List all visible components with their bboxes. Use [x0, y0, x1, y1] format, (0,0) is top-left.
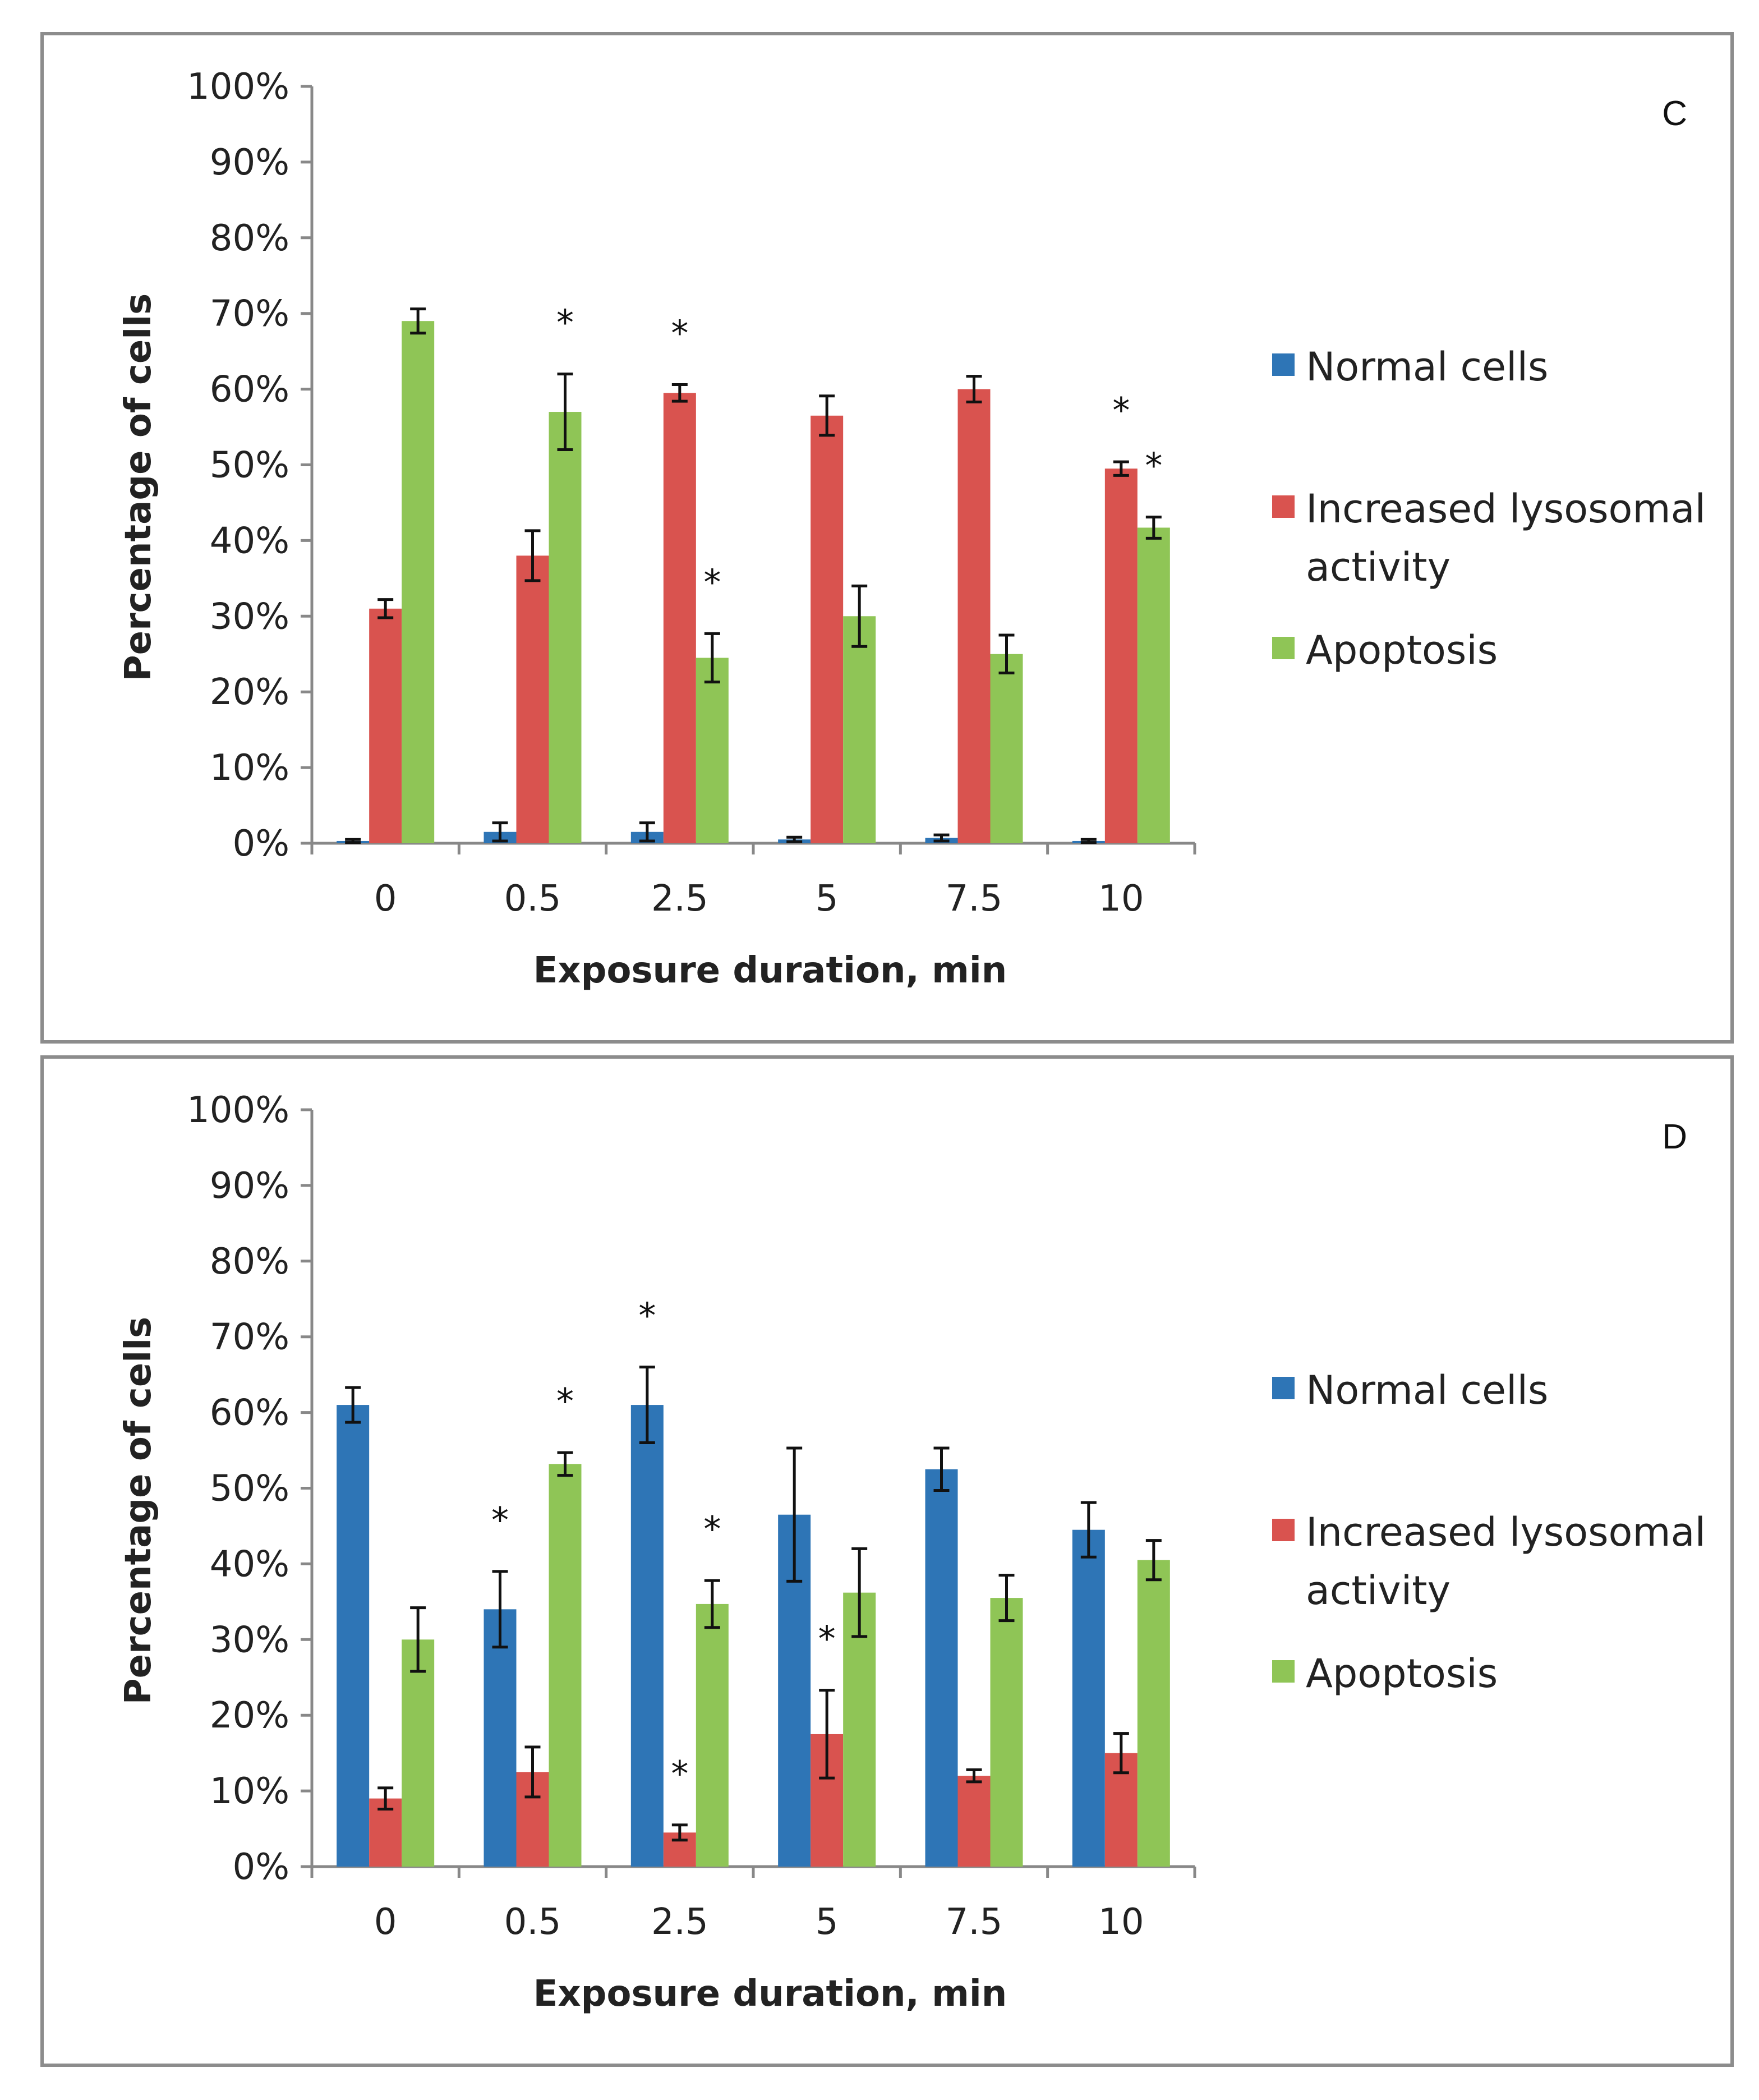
x-tick-label: 7.5 — [946, 878, 1003, 920]
bar-apoptosis — [549, 412, 582, 843]
x-tick-label: 7.5 — [946, 1901, 1003, 1943]
legend-label: Increased lysosomal — [1306, 486, 1706, 532]
legend-label: Apoptosis — [1306, 1651, 1498, 1697]
bar-normal-cells — [484, 1609, 517, 1867]
y-tick-label: 30% — [210, 1619, 289, 1661]
y-tick-label: 0% — [232, 1846, 289, 1888]
legend-label: Normal cells — [1306, 1367, 1548, 1413]
bar-apoptosis — [696, 658, 729, 843]
significance-star: * — [703, 1509, 721, 1550]
bar-apoptosis — [402, 321, 435, 843]
legend-swatch — [1272, 1377, 1295, 1399]
legend-swatch — [1272, 353, 1295, 376]
x-tick-label: 10 — [1098, 1901, 1144, 1943]
significance-star: * — [556, 302, 574, 343]
y-tick-label: 50% — [210, 445, 289, 486]
bar-apoptosis — [1137, 1560, 1170, 1867]
y-tick-label: 100% — [187, 66, 289, 108]
y-tick-label: 30% — [210, 596, 289, 637]
chart-d-svg: 0% 10% 20% 30% 40% 50% 60% 70% 80% 90% 100% 0 0.5 2.5… — [118, 1090, 1706, 2015]
x-tick-label: 5 — [816, 1901, 839, 1943]
legend-swatch — [1272, 637, 1295, 659]
x-tick-label: 0.5 — [504, 878, 561, 920]
significance-star: * — [818, 1619, 836, 1660]
y-tick-label: 60% — [210, 1393, 289, 1434]
bar-normal-cells — [337, 1405, 370, 1867]
bar-apoptosis — [402, 1639, 435, 1867]
y-tick-label: 10% — [210, 1771, 289, 1812]
y-axis-title: Percentage of cells — [118, 293, 159, 681]
panel-label: C — [1662, 94, 1687, 133]
x-tick-label: 0.5 — [504, 1901, 561, 1943]
x-tick-label: 2.5 — [651, 1901, 708, 1943]
legend-label: activity — [1306, 544, 1451, 590]
legend-label: Apoptosis — [1306, 627, 1498, 673]
y-tick-label: 70% — [210, 1317, 289, 1358]
y-tick-label: 20% — [210, 672, 289, 713]
x-axis-title: Exposure duration, min — [533, 950, 1007, 991]
y-tick-label: 40% — [210, 1543, 289, 1585]
legend-label: Normal cells — [1306, 344, 1548, 390]
x-tick-label: 0 — [374, 1901, 397, 1943]
y-tick-label: 20% — [210, 1695, 289, 1736]
significance-star: * — [671, 313, 688, 354]
bar-apoptosis — [1137, 527, 1170, 843]
significance-star: * — [638, 1295, 656, 1336]
bar-normal-cells — [1072, 1529, 1105, 1867]
bar-increased-lysosomal-activity — [1104, 468, 1138, 843]
y-tick-label: 100% — [187, 1090, 289, 1131]
bar-increased-lysosomal-activity — [516, 555, 549, 843]
y-tick-label: 10% — [210, 747, 289, 789]
y-tick-label: 50% — [210, 1468, 289, 1510]
significance-star: * — [1112, 390, 1130, 431]
significance-star: * — [556, 1381, 574, 1422]
significance-star: * — [671, 1753, 688, 1794]
y-tick-label: 70% — [210, 293, 289, 335]
significance-star: * — [1145, 445, 1162, 486]
y-tick-label: 80% — [210, 1241, 289, 1283]
x-tick-label: 0 — [374, 878, 397, 920]
chart-panel-c: 0% 10% 20% 30% 40% 50% 60% 70% 80% 90% 100% 0 0.5 2.5… — [40, 32, 1734, 1044]
y-tick-label: 90% — [210, 1165, 289, 1207]
y-tick-label: 90% — [210, 142, 289, 183]
x-tick-label: 5 — [816, 878, 839, 920]
bar-increased-lysosomal-activity — [957, 389, 991, 843]
y-tick-label: 40% — [210, 520, 289, 562]
legend-label: Increased lysosomal — [1306, 1509, 1706, 1555]
bar-increased-lysosomal-activity — [811, 415, 844, 843]
bar-apoptosis — [990, 1598, 1023, 1867]
bar-increased-lysosomal-activity — [957, 1776, 991, 1867]
legend-label: activity — [1306, 1568, 1451, 1614]
x-tick-label: 2.5 — [651, 878, 708, 920]
chart-c-svg: 0% 10% 20% 30% 40% 50% 60% 70% 80% 90% 100% 0 0.5 2.5… — [118, 66, 1706, 991]
significance-star: * — [703, 562, 721, 603]
x-axis-title: Exposure duration, min — [533, 1973, 1007, 2015]
y-tick-label: 60% — [210, 369, 289, 411]
chart-panel-d: 0% 10% 20% 30% 40% 50% 60% 70% 80% 90% 100% 0 0.5 2.5… — [40, 1055, 1734, 2067]
bar-normal-cells — [630, 1405, 664, 1867]
bar-apoptosis — [843, 616, 876, 843]
legend-swatch — [1272, 495, 1295, 518]
x-tick-label: 10 — [1098, 878, 1144, 920]
y-tick-label: 0% — [232, 823, 289, 865]
significance-star: * — [491, 1500, 509, 1541]
bar-normal-cells — [925, 1469, 958, 1867]
panel-label: D — [1662, 1118, 1687, 1156]
bar-increased-lysosomal-activity — [663, 393, 696, 843]
bar-apoptosis — [549, 1464, 582, 1867]
legend-swatch — [1272, 1519, 1295, 1541]
bar-apoptosis — [843, 1592, 876, 1867]
legend-swatch — [1272, 1660, 1295, 1683]
bar-apoptosis — [990, 654, 1023, 843]
y-axis-title: Percentage of cells — [118, 1317, 159, 1704]
bar-apoptosis — [696, 1603, 729, 1867]
bar-increased-lysosomal-activity — [369, 608, 402, 843]
y-tick-label: 80% — [210, 218, 289, 259]
